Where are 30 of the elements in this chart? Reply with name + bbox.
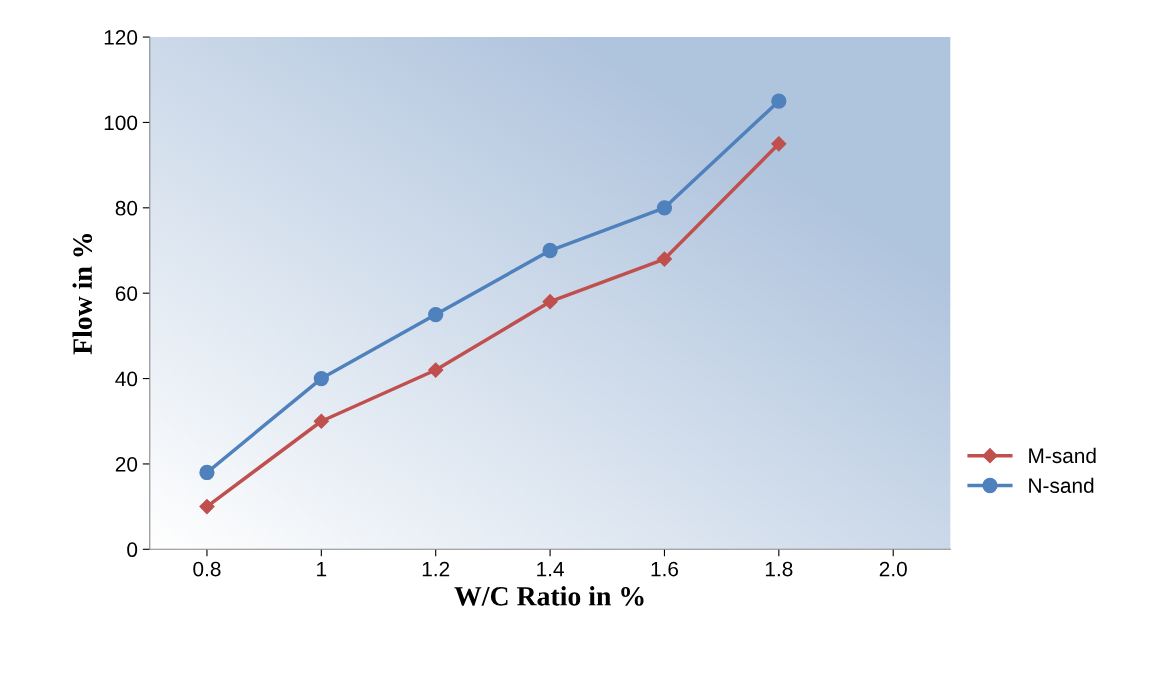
x-tick-label: 1.6	[651, 561, 679, 577]
legend-label: N-sand	[1029, 477, 1094, 493]
point	[771, 93, 787, 109]
x-axis-title: W/C Ratio in %	[454, 586, 644, 606]
x-tick-label: 1.4	[537, 561, 564, 577]
point	[771, 136, 787, 152]
point	[428, 362, 444, 378]
x-tick-label: 1	[317, 561, 327, 577]
point	[313, 370, 329, 387]
y-tick-label: 20	[115, 456, 138, 472]
y-tick-label: 80	[115, 200, 138, 216]
y-axis-title: Flow in %	[72, 234, 93, 355]
y-tick-label: 0	[127, 542, 138, 558]
x-tick-label: 2.0	[879, 561, 907, 577]
point	[199, 464, 215, 481]
point	[542, 242, 558, 259]
y-tick-label: 40	[115, 371, 138, 387]
x-tick-label: 0.8	[193, 561, 221, 577]
point	[656, 200, 673, 216]
point	[656, 251, 673, 267]
y-tick-label: 120	[104, 30, 138, 45]
x-tick-label: 1.8	[765, 561, 793, 577]
legend-label: M-sand	[1029, 447, 1096, 464]
point	[199, 499, 215, 515]
point	[313, 413, 329, 429]
x-tick-label: 1.2	[422, 561, 450, 577]
y-tick-label: 100	[104, 115, 138, 131]
point	[542, 294, 558, 310]
y-tick-label: 60	[115, 286, 138, 301]
point	[428, 306, 444, 323]
